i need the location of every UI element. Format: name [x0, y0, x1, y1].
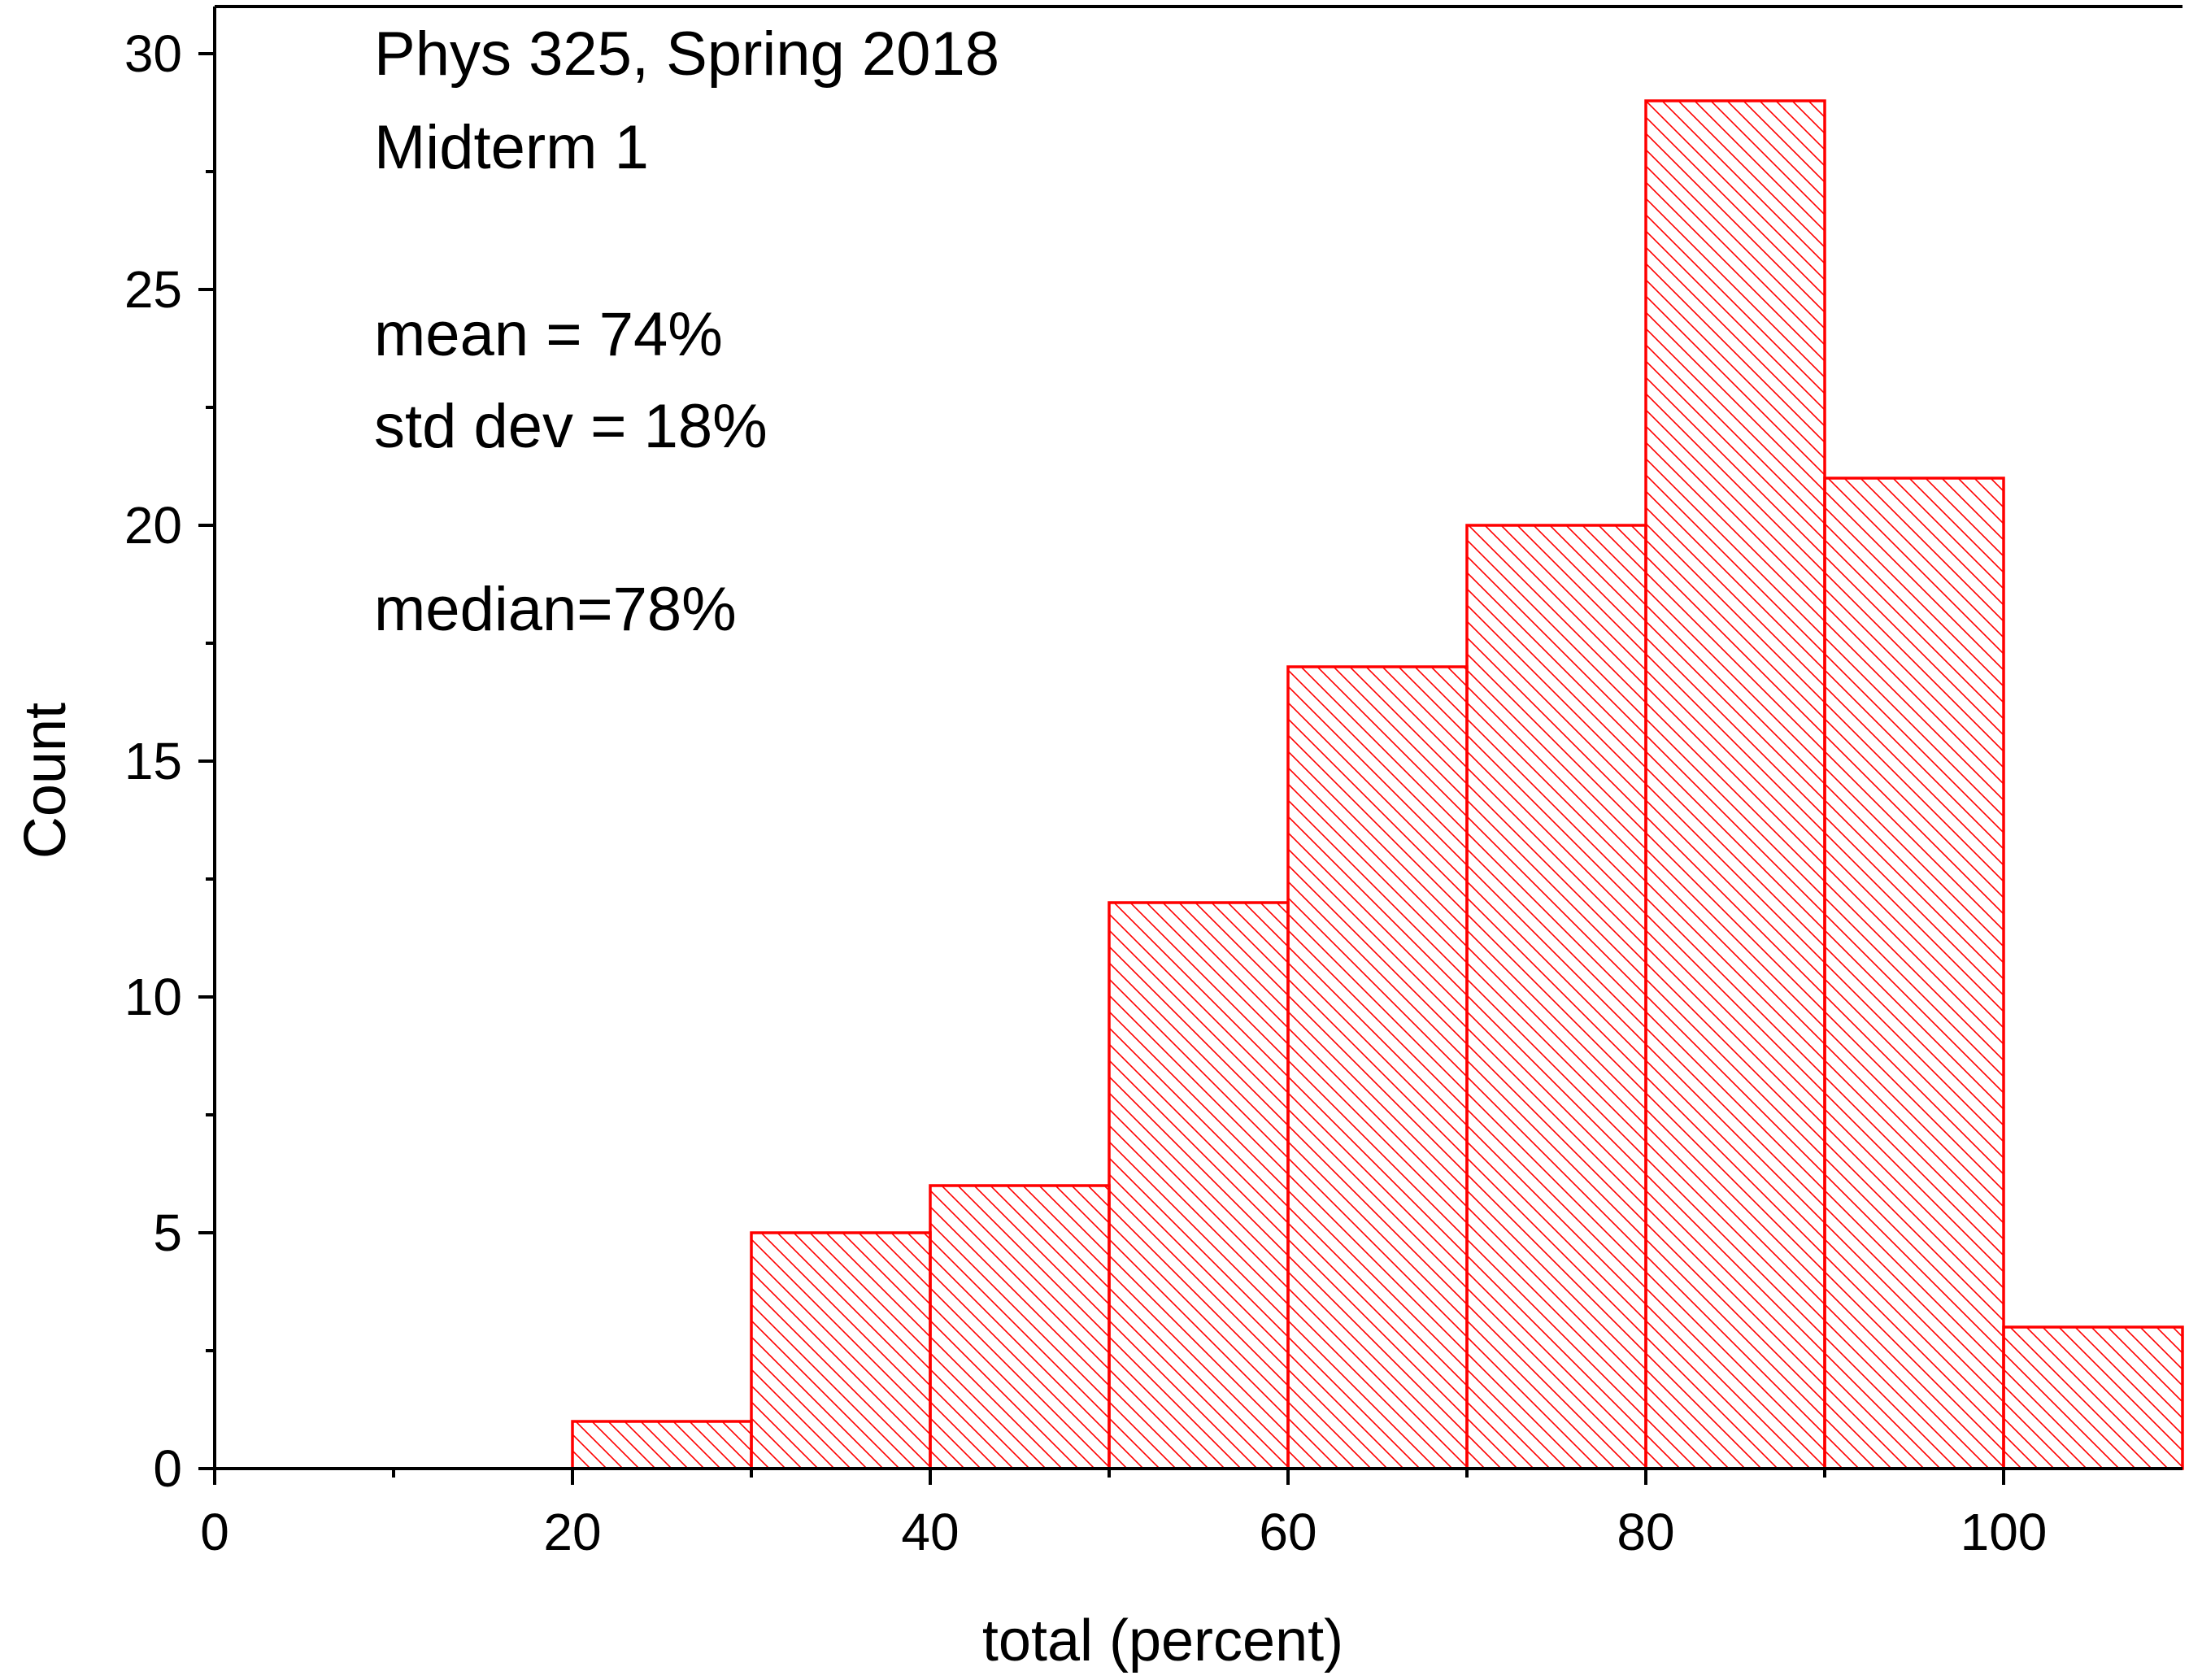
y-tick-label: 0 — [153, 1439, 182, 1498]
histogram-bar — [1465, 524, 1647, 1470]
y-tick-label: 10 — [124, 968, 182, 1026]
histogram-bar — [571, 1420, 753, 1470]
x-tick-label: 60 — [1259, 1503, 1316, 1561]
histogram-bar — [2002, 1325, 2184, 1470]
y-axis-label: Count — [13, 703, 78, 859]
y-axis-ticks: 0 5 10 15 20 25 30 — [124, 24, 215, 1498]
y-tick-label: 30 — [124, 24, 182, 83]
y-tick-label: 15 — [124, 732, 182, 790]
annotation-mean: mean = 74% — [374, 300, 723, 369]
axes — [213, 5, 2182, 1470]
y-tick-label: 25 — [124, 260, 182, 319]
stats-annotation: Phys 325, Spring 2018 Midterm 1 mean = 7… — [374, 20, 999, 644]
annotation-exam: Midterm 1 — [374, 113, 649, 182]
x-tick-label: 20 — [543, 1503, 601, 1561]
annotation-course: Phys 325, Spring 2018 — [374, 20, 999, 89]
annotation-median: median=78% — [374, 575, 737, 644]
histogram-bar — [1644, 99, 1826, 1470]
annotation-std-dev: std dev = 18% — [374, 392, 768, 461]
x-tick-label: 100 — [1961, 1503, 2048, 1561]
histogram-bar — [1286, 665, 1469, 1470]
y-tick-label: 5 — [153, 1203, 182, 1262]
x-tick-label: 40 — [901, 1503, 959, 1561]
x-tick-label: 80 — [1617, 1503, 1674, 1561]
histogram-bar — [1823, 477, 2005, 1470]
histogram-bar — [929, 1184, 1111, 1470]
x-axis-ticks: 0 20 40 60 80 100 — [200, 1469, 2047, 1561]
x-tick-label: 0 — [200, 1503, 229, 1561]
histogram-bars — [571, 99, 2184, 1470]
histogram-bar — [1108, 901, 1290, 1470]
x-axis-label: total (percent) — [982, 1608, 1343, 1673]
histogram-bar — [750, 1231, 932, 1470]
y-tick-label: 20 — [124, 496, 182, 555]
